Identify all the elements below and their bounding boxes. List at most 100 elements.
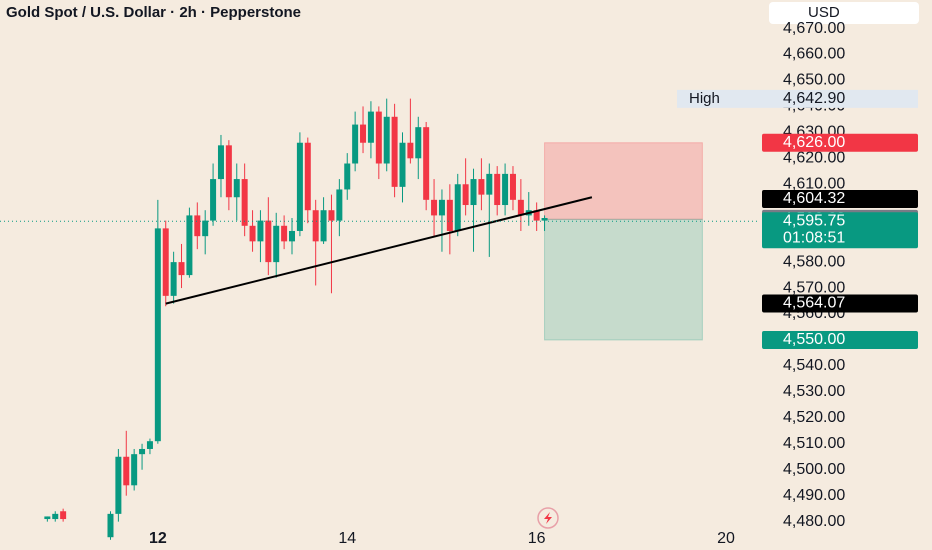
candle-body <box>304 142 311 211</box>
candle-body <box>336 189 343 221</box>
y-tick-label: 4,670.00 <box>783 20 845 37</box>
candle-body <box>344 163 351 190</box>
candle-body <box>320 210 327 242</box>
candle-body <box>438 199 445 216</box>
x-tick-label: 20 <box>717 530 735 547</box>
y-tick-label: 4,610.00 <box>783 175 845 192</box>
candle-body <box>233 179 240 198</box>
candle-body <box>154 228 161 442</box>
candle-body <box>502 173 509 206</box>
candle-body <box>509 173 516 200</box>
candle-body <box>328 210 335 221</box>
y-tick-label: 4,480.00 <box>783 513 845 530</box>
candle-body <box>241 179 248 226</box>
price-badge <box>762 190 918 209</box>
x-tick-label: 16 <box>528 530 546 547</box>
y-tick-label: 4,540.00 <box>783 357 845 374</box>
candle-body <box>415 127 422 159</box>
candle-body <box>478 179 485 195</box>
candle-body <box>170 262 177 296</box>
price-badge <box>762 330 918 349</box>
chart-title: Gold Spot / U.S. Dollar · 2h · Peppersto… <box>6 4 301 21</box>
candle-body <box>202 220 209 237</box>
y-tick-label: 4,660.00 <box>783 46 845 63</box>
target-zone <box>544 218 703 341</box>
candle-body <box>541 218 548 221</box>
candle-body <box>312 210 319 242</box>
price-badge <box>762 212 918 249</box>
candle-body <box>123 456 130 486</box>
candle-body <box>281 225 288 242</box>
candle-body <box>517 199 524 216</box>
currency-button-bg[interactable] <box>769 2 919 24</box>
currency-button[interactable]: USD <box>808 4 840 21</box>
stop-zone <box>544 142 703 220</box>
candle-body <box>194 215 201 237</box>
candle-body <box>383 116 390 164</box>
plot-area <box>0 98 760 540</box>
candle-body <box>210 179 217 221</box>
price-badge-label: 4,626.00 <box>783 134 845 151</box>
y-tick-label: 4,620.00 <box>783 150 845 167</box>
candle-body <box>249 225 256 242</box>
candle-body <box>486 173 493 195</box>
candle-body <box>462 184 469 206</box>
candle-body <box>533 210 540 221</box>
high-badge-label: 4,642.90 <box>783 90 845 107</box>
candle-body <box>367 111 374 143</box>
candle-body <box>52 513 59 520</box>
high-badge-name: High <box>689 90 720 107</box>
flash-icon[interactable] <box>537 507 559 529</box>
y-tick-label: 4,500.00 <box>783 461 845 478</box>
candle-body <box>407 142 414 159</box>
y-tick-label: 4,650.00 <box>783 72 845 89</box>
candle-body <box>139 448 146 455</box>
trend-line <box>165 196 593 305</box>
candle-body <box>273 225 280 263</box>
y-tick-label: 4,490.00 <box>783 487 845 504</box>
price-badge <box>762 133 918 152</box>
candle-body <box>296 142 303 231</box>
candle-body <box>494 173 501 206</box>
y-tick-label: 4,570.00 <box>783 279 845 296</box>
candle-body <box>391 116 398 187</box>
candle-body <box>60 511 67 520</box>
candle-body <box>265 220 272 263</box>
candle-body <box>225 145 232 198</box>
candle-body <box>399 142 406 187</box>
candle-body <box>186 215 193 276</box>
high-badge <box>677 89 918 108</box>
candle-body <box>454 184 461 231</box>
y-tick-label: 4,510.00 <box>783 435 845 452</box>
candle-body <box>352 124 359 164</box>
price-badge-label: 4,595.75 <box>783 212 845 229</box>
candle-body <box>146 441 153 449</box>
candle-body <box>131 454 138 486</box>
candle-body <box>470 179 477 206</box>
candle-body <box>115 456 122 514</box>
candle-body <box>360 124 367 143</box>
candle-body <box>289 230 296 242</box>
x-tick-label: 14 <box>338 530 356 547</box>
price-badge-label: 4,564.07 <box>783 295 845 312</box>
price-badge-label: 4,604.32 <box>783 190 845 207</box>
y-tick-label: 4,530.00 <box>783 383 845 400</box>
candle-body <box>107 513 114 538</box>
y-tick-label: 4,580.00 <box>783 253 845 270</box>
price-badge <box>762 294 918 313</box>
candle-body <box>44 516 51 520</box>
countdown: 01:08:51 <box>783 229 845 246</box>
candle-body <box>446 199 453 231</box>
candle-body <box>431 199 438 216</box>
y-tick-label: 4,520.00 <box>783 409 845 426</box>
candle-body <box>423 127 430 200</box>
candle-body <box>257 220 264 242</box>
x-tick-label: 12 <box>149 530 167 547</box>
candle-body <box>217 145 224 180</box>
candle-body <box>178 262 185 276</box>
candle-body <box>375 111 382 164</box>
candle-body <box>162 228 169 296</box>
price-badge-label: 4,550.00 <box>783 331 845 348</box>
